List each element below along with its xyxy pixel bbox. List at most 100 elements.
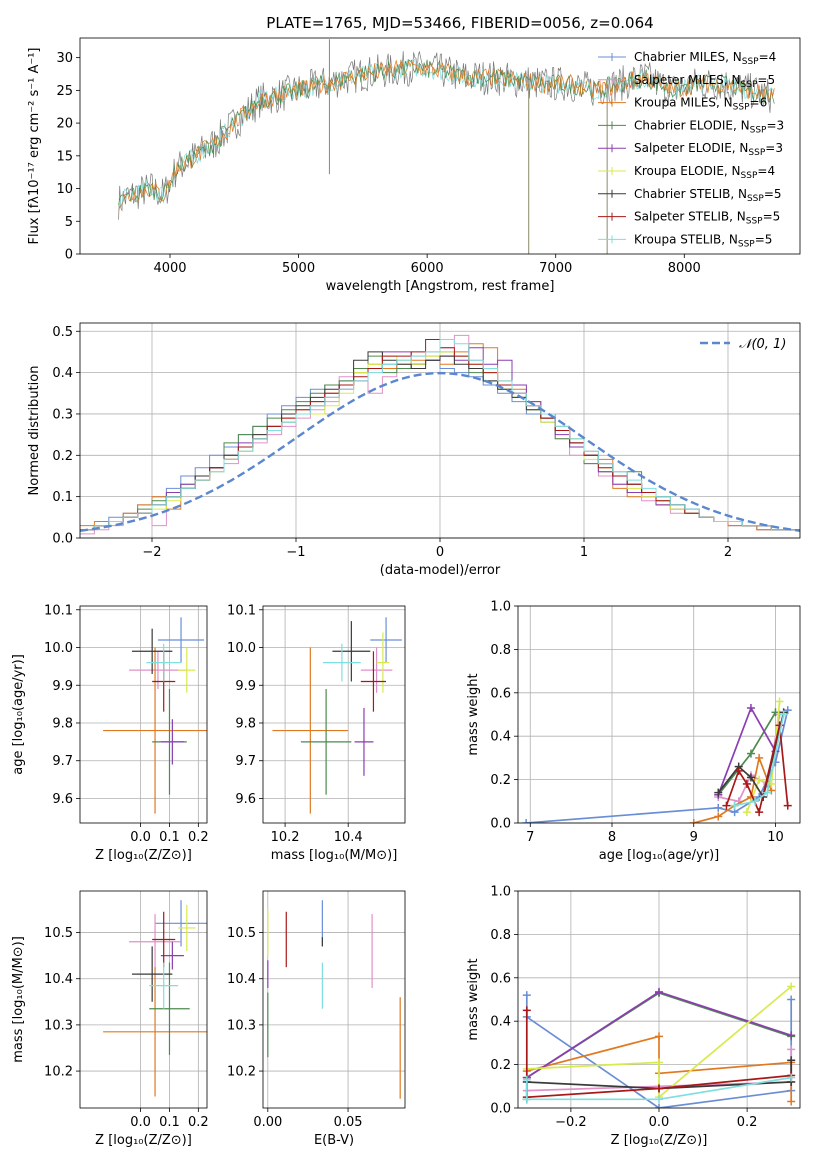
weight-marker [522,991,531,1000]
errorbar-chabrier-miles [370,617,402,663]
x-tick-label: 10 [767,830,784,845]
y-tick-label: 10.5 [44,926,73,941]
errorbar-salpeter-stelib [360,651,387,712]
weight-marker [714,812,723,821]
spectrum-legend: Chabrier MILES, NSSP=4 Salpeter MILES, NS… [598,50,784,249]
weight-marker [742,808,751,817]
weight-marker [742,779,751,788]
x-tick-label: 6000 [411,261,444,276]
errorbar-salpeter-elodie [160,719,184,765]
panel-age_vs_Z: 0.0 0.1 0.2 9.6 9.7 9.8 9.9 10.0 10.1 Z [log₁₀(Z/… [11,603,209,863]
x-axis-label: mass [log₁₀(M/M⊙)] [271,848,398,863]
weight-marker [655,1095,663,1104]
errorbar-salpeter-miles [129,914,182,970]
weight-line-salpeter-stelib [725,725,789,815]
y-tick-label: 15 [56,149,73,164]
plot-area [272,617,402,814]
panel-spectrum: 4000 5000 6000 7000 8000 0 5 10 15 20 25 30 waveleng… [27,37,801,294]
x-tick-label: 0 [436,545,444,560]
axes-frame [262,605,406,824]
axes-frame [517,605,801,824]
panel-weight_vs_age: 7 8 9 10 0.0 0.2 0.4 0.6 0.8 1.0 age [log₁₀(age/yr… [466,600,801,863]
weight-marker [722,801,731,810]
legend-label: Chabrier ELODIE, NSSP=3 [634,118,784,135]
x-axis-label: Z [log₁₀(Z/Z⊙)] [95,1133,192,1148]
x-tick-label: 1 [580,545,588,560]
y-tick-label: 10.1 [227,603,256,618]
y-tick-label: 10.2 [44,1065,73,1080]
weight-marker [783,801,792,810]
errorbar-chabrier-stelib [131,946,173,1002]
y-tick-label: 9.6 [52,792,73,807]
chart-title: PLATE=1765, MJD=53466, FIBERID=0056, z=0… [266,14,653,32]
y-tick-label: 20 [56,117,73,132]
x-tick-label: 0.0 [130,830,151,845]
y-tick-label: 0.2 [52,449,73,464]
weight-marker [746,749,755,758]
y-tick-label: 10.1 [44,603,73,618]
weight-marker [522,1006,531,1015]
errorbar-kroupa-stelib [322,643,361,682]
weight-line-kroupa-stelib [525,1076,792,1101]
weight-marker [787,1031,796,1040]
legend-label: Kroupa STELIB, NSSP=5 [634,232,772,249]
panel-residuals: −2 −1 0 1 2 0.0 0.1 0.2 0.3 0.4 0.5 (data-model)/er… [27,322,801,578]
axes-frame [79,37,801,255]
x-tick-label: 0.2 [737,1115,758,1130]
axes-frame [517,890,801,1109]
weight-marker [787,982,796,991]
x-tick-label: 7 [526,830,534,845]
model-spectrum [118,59,775,212]
y-tick-label: 9.8 [52,716,73,731]
plot-area [118,39,775,254]
errorbar-kroupa-stelib [146,643,182,682]
x-tick-label: 10.4 [334,830,363,845]
weight-marker [775,697,784,706]
y-tick-label: 0.8 [490,928,511,943]
errorbar-salpeter-miles [360,647,393,693]
x-axis-label: Z [log₁₀(Z/Z⊙)] [611,1133,708,1148]
plot-area [522,982,796,1108]
legend-label: Salpeter STELIB, NSSP=5 [634,210,780,227]
y-axis-label: mass weight [466,958,481,1040]
weight-marker [755,753,764,762]
panel-mass_vs_Z: 0.0 0.1 0.2 10.2 10.3 10.4 10.5 Z [log₁₀(Z/Z⊙)]… [11,890,209,1148]
axes-frame [262,890,406,1109]
y-tick-label: 0.3 [52,407,73,422]
y-tick-label: 0.6 [490,971,511,986]
y-axis-label: mass weight [466,673,481,755]
x-axis-label: age [log₁₀(age/yr)] [599,848,720,863]
y-axis-label: age [log₁₀(age/yr)] [11,654,26,775]
x-axis-label: (data-model)/error [380,563,501,578]
y-axis-label: mass [log₁₀(M/M⊙)] [11,936,26,1063]
errorbar-kroupa-miles [103,967,207,1097]
errorbar-salpeter-elodie [354,707,374,776]
x-tick-label: 0.1 [159,1115,180,1130]
axes-frame [79,605,208,824]
y-tick-label: 10 [56,182,73,197]
errorbar-salpeter-stelib [152,911,176,968]
errorbar-chabrier-stelib [332,621,371,682]
errorbar-kroupa-elodie [178,904,196,952]
x-axis-label: E(B-V) [314,1133,354,1148]
y-tick-label: 0.4 [490,730,511,745]
x-tick-label: 4000 [153,261,186,276]
y-tick-label: 1.0 [490,600,511,615]
errorbar-kroupa-miles [103,647,207,814]
weight-line-kroupa-miles [693,754,773,823]
weight-marker [655,1058,663,1067]
legend-label: Kroupa ELODIE, NSSP=4 [634,164,775,181]
legend-label: Salpeter ELODIE, NSSP=3 [634,141,783,158]
weight-marker [522,1095,531,1104]
x-tick-label: 0.05 [334,1115,363,1130]
weight-marker [787,1097,796,1106]
x-tick-label: 0.2 [188,830,209,845]
panel-mass_vs_ebv: 0.00 0.05 10.2 10.3 10.4 10.5 E(B-V) [227,890,406,1148]
legend-label: Salpeter MILES, NSSP=5 [634,73,775,90]
y-tick-label: 0.2 [490,773,511,788]
weight-line-kroupa-stelib [734,714,785,807]
plot-area [522,697,792,823]
x-tick-label: −0.2 [555,1115,587,1130]
gaussian-curve [80,371,800,532]
weight-marker [730,801,739,810]
